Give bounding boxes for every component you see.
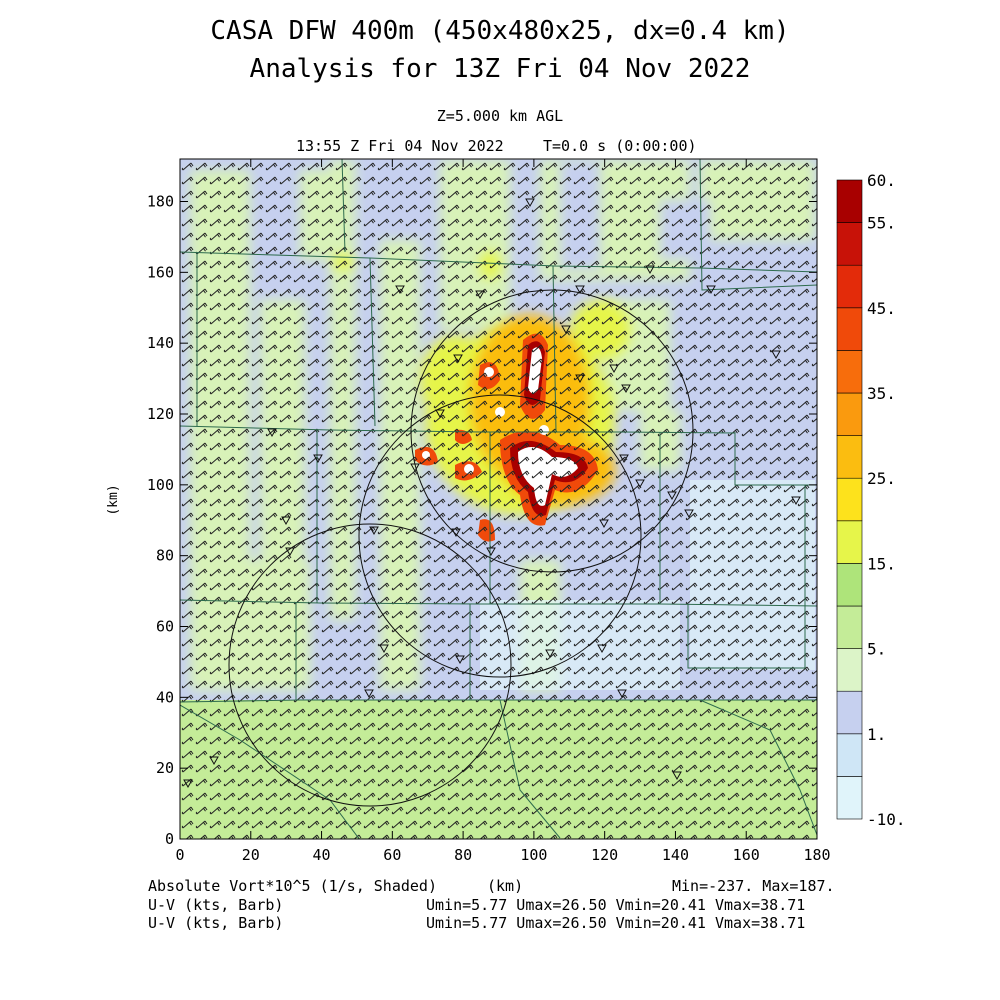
- colorbar-label: 1.: [867, 725, 886, 744]
- colorbar-swatch: [836, 392, 863, 436]
- y-tick-label: 20: [156, 759, 174, 777]
- barb-stats-2: Umin=5.77 Umax=26.50 Vmin=20.41 Vmax=38.…: [426, 914, 806, 932]
- level-label: Z=5.000 km AGL: [436, 107, 564, 125]
- x-axis-label: (km): [487, 877, 524, 895]
- axis-ticks: [179, 159, 818, 840]
- x-tick-label: 40: [313, 846, 331, 864]
- x-tick-label: 120: [591, 846, 618, 864]
- y-tick-label: 180: [147, 193, 174, 211]
- x-tick-label: 160: [733, 846, 760, 864]
- colorbar-swatch: [836, 350, 863, 394]
- colorbar-label: 25.: [867, 469, 896, 488]
- colorbar-swatch: [836, 179, 863, 223]
- x-tick-label: 60: [383, 846, 401, 864]
- y-tick-label: 80: [156, 547, 174, 565]
- colorbar-swatch: [836, 435, 863, 479]
- field-label: Absolute Vort*10^5 (1/s, Shaded): [148, 877, 437, 895]
- y-tick-label: 100: [147, 476, 174, 494]
- x-axis-tick-labels: 0 20 40 60 80 100 120 140 160 180: [175, 846, 830, 864]
- min-max-label: Min=-237. Max=187.: [672, 877, 835, 895]
- y-tick-label: 120: [147, 405, 174, 423]
- colorbar-swatch: [836, 690, 863, 735]
- barb-stats-1: Umin=5.77 Umax=26.50 Vmin=20.41 Vmax=38.…: [426, 896, 806, 914]
- colorbar-label: 15.: [867, 554, 896, 573]
- title-line-1: CASA DFW 400m (450x480x25, dx=0.4 km): [210, 16, 790, 46]
- colorbar-labels: 60. 55. 45. 35. 25. 15. 5. 1. -10.: [867, 171, 906, 829]
- colorbar-label: 35.: [867, 384, 896, 403]
- colorbar-swatch: [836, 648, 863, 692]
- x-tick-label: 20: [242, 846, 260, 864]
- y-axis-label: (km): [106, 484, 121, 515]
- y-tick-label: 140: [147, 334, 174, 352]
- colorbar-swatch: [836, 563, 863, 607]
- barb-label-1: U-V (kts, Barb): [148, 896, 284, 914]
- colorbar-label: 55.: [867, 214, 896, 233]
- y-tick-label: 60: [156, 618, 174, 636]
- title-line-2: Analysis for 13Z Fri 04 Nov 2022: [249, 54, 751, 84]
- x-tick-label: 180: [803, 846, 830, 864]
- field-shading: [180, 159, 817, 839]
- colorbar-swatch: [836, 222, 863, 266]
- colorbar-swatch: [836, 733, 863, 777]
- colorbar-label: -10.: [867, 810, 906, 829]
- colorbar-swatch: [836, 477, 863, 522]
- y-axis-tick-labels: 0 20 40 60 80 100 120 140 160 180: [147, 193, 174, 849]
- radar-range-rings: [228, 289, 694, 807]
- colorbar: [836, 179, 863, 820]
- colorbar-swatch: [836, 605, 863, 649]
- x-tick-label: 80: [454, 846, 472, 864]
- colorbar-label: 45.: [867, 299, 896, 318]
- y-tick-label: 0: [165, 830, 174, 848]
- wind-barbs: [180, 159, 817, 839]
- x-tick-label: 0: [175, 846, 184, 864]
- colorbar-swatch: [836, 264, 863, 309]
- county-borders: [180, 159, 817, 839]
- colorbar-label: 60.: [867, 171, 896, 190]
- colorbar-swatch: [836, 307, 863, 351]
- time-offset-label: T=0.0 s (0:00:00): [543, 137, 697, 155]
- y-tick-label: 160: [147, 263, 174, 281]
- colorbar-swatch: [836, 776, 863, 820]
- colorbar-swatch: [836, 520, 863, 564]
- x-tick-label: 140: [662, 846, 689, 864]
- barb-label-2: U-V (kts, Barb): [148, 914, 284, 932]
- valid-time-label: 13:55 Z Fri 04 Nov 2022: [296, 137, 504, 155]
- colorbar-label: 5.: [867, 640, 886, 659]
- y-tick-label: 40: [156, 688, 174, 706]
- x-tick-label: 100: [520, 846, 547, 864]
- station-markers: [183, 198, 801, 789]
- plot-frame: [179, 158, 818, 840]
